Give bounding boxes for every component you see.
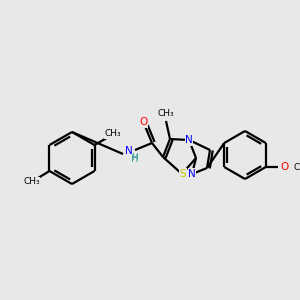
Text: N: N	[125, 147, 133, 157]
Text: N: N	[125, 146, 133, 156]
Text: CH₃: CH₃	[158, 109, 174, 118]
Text: S: S	[180, 169, 186, 179]
Text: CH₃: CH₃	[104, 130, 121, 139]
Text: N: N	[188, 169, 196, 179]
Text: O: O	[139, 117, 147, 127]
Text: H: H	[132, 152, 138, 161]
Text: CH₃: CH₃	[23, 178, 40, 187]
Text: O: O	[281, 162, 289, 172]
Text: N: N	[185, 135, 193, 145]
Text: CH₃: CH₃	[294, 163, 300, 172]
Text: H: H	[131, 154, 139, 164]
